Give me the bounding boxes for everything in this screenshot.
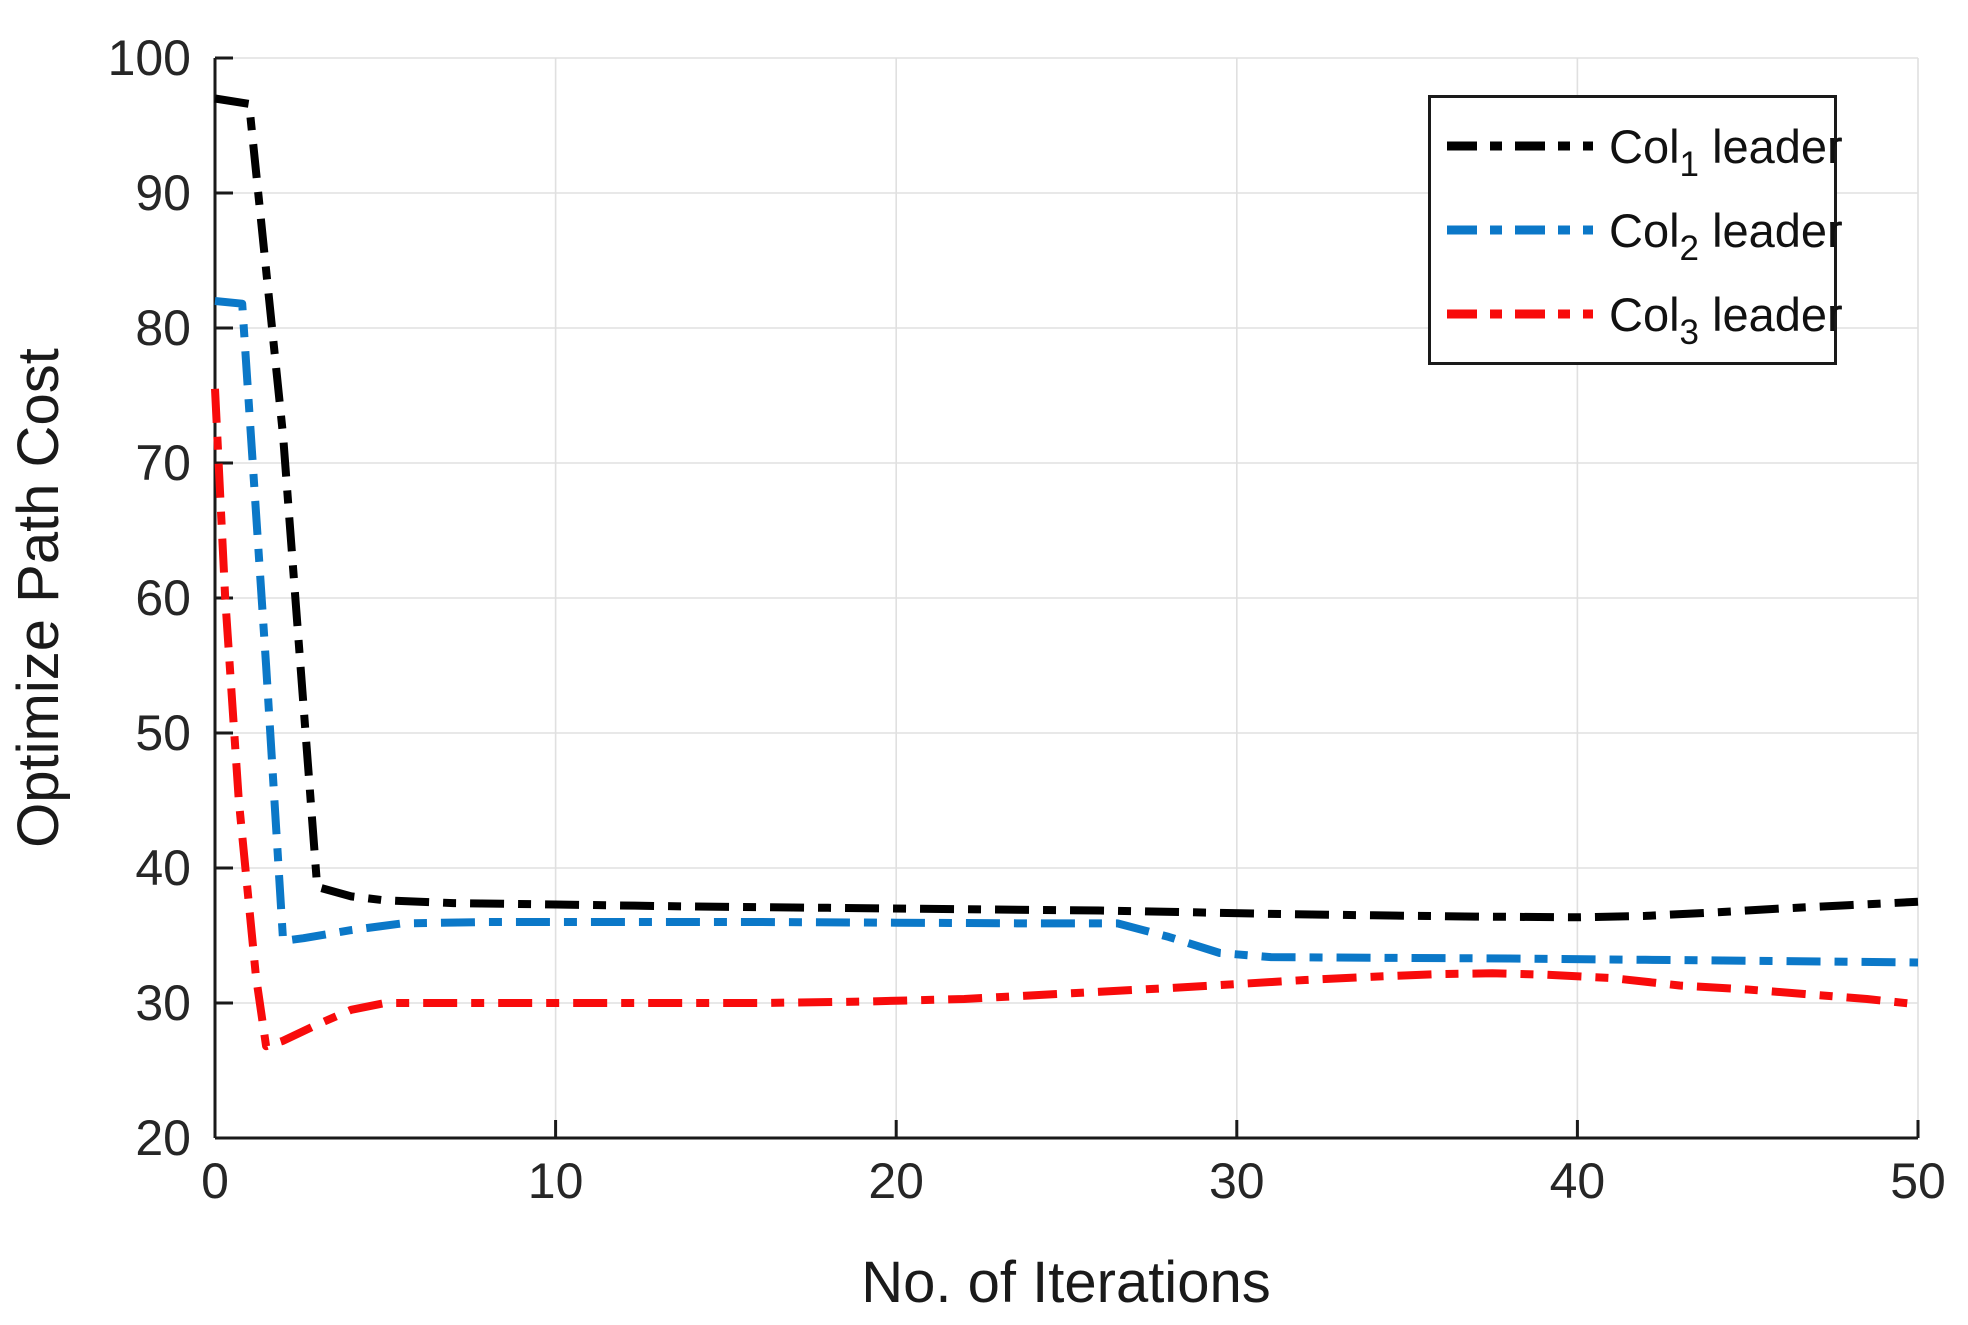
x-tick-label-30: 30: [1209, 1153, 1265, 1209]
legend-line-sample-col3: [1447, 309, 1593, 319]
legend-label-subscript: 1: [1679, 144, 1699, 184]
x-tick-label-40: 40: [1550, 1153, 1606, 1209]
legend-label-subscript: 3: [1679, 312, 1699, 352]
series-layer: [211, 94, 1919, 1051]
legend-label-prefix: Col: [1609, 203, 1680, 257]
x-tick-label-10: 10: [528, 1153, 584, 1209]
legend-label-prefix: Col: [1609, 119, 1680, 173]
legend-label-col1: Col1 leader: [1609, 119, 1843, 182]
axes-layer: [213, 56, 1920, 1140]
legend-line-sample-col2: [1447, 225, 1593, 235]
legend-label-suffix: leader: [1712, 119, 1843, 173]
series-line-col2-leader: [214, 297, 1919, 967]
x-axis-label: No. of Iterations: [861, 1250, 1270, 1315]
y-tick-label-40: 40: [135, 840, 191, 896]
legend-label-subscript: 2: [1679, 228, 1699, 268]
x-tick-label-20: 20: [868, 1153, 924, 1209]
y-tick-label-50: 50: [135, 705, 191, 761]
tick-label-layer: 0 10 20 30 40 50 20 30 40 50 60 70 80 90 100: [108, 30, 1946, 1209]
legend-label-prefix: Col: [1609, 287, 1680, 341]
y-tick-label-30: 30: [135, 975, 191, 1031]
y-tick-label-90: 90: [135, 165, 191, 221]
legend-line-sample-col1: [1447, 141, 1593, 151]
legend-label-suffix: leader: [1712, 203, 1843, 257]
legend-item-col3: Col3 leader: [1445, 291, 1843, 350]
y-tick-label-20: 20: [135, 1110, 191, 1166]
y-tick-label-100: 100: [108, 30, 191, 86]
legend-item-col2: Col2 leader: [1445, 207, 1843, 266]
series-line-col1-leader: [214, 94, 1919, 922]
legend-label-col3: Col3 leader: [1609, 287, 1843, 350]
series-line-col3-leader: [211, 388, 1919, 1051]
y-axis-label: Optimize Path Cost: [6, 348, 71, 848]
x-tick-label-0: 0: [201, 1153, 229, 1209]
legend: Col1 leader Col2 leader Col3 leader: [1428, 95, 1843, 365]
legend-label-col2: Col2 leader: [1609, 203, 1843, 266]
y-tick-label-70: 70: [135, 435, 191, 491]
y-tick-label-60: 60: [135, 570, 191, 626]
y-tick-label-80: 80: [135, 300, 191, 356]
legend-label-suffix: leader: [1712, 287, 1843, 341]
legend-item-col1: Col1 leader: [1445, 123, 1843, 182]
x-tick-label-50: 50: [1890, 1153, 1946, 1209]
